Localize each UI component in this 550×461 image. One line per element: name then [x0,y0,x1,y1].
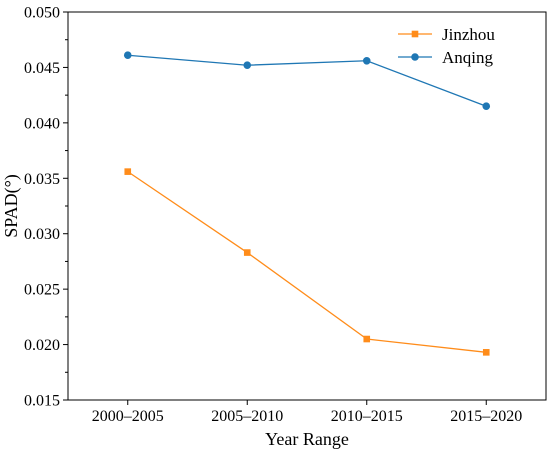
y-tick-label: 0.045 [24,60,60,77]
y-tick-label: 0.015 [24,393,60,410]
y-tick-label: 0.035 [24,171,60,188]
x-tick-label: 2005–2010 [211,408,283,425]
plot-frame [67,11,547,401]
x-axis-title: Year Range [265,429,349,449]
ticks: 0.015 0.020 0.025 0.030 0.035 0.040 0.045 0.050… [24,5,522,426]
data-point-anqing [362,56,371,65]
data-point-jinzhou [482,349,490,356]
data-point-jinzhou [124,168,132,175]
series-line-anqing [127,54,487,107]
data-point-anqing [123,51,132,60]
data-point-jinzhou [363,335,371,343]
legend: Jinzhou Anqing [398,25,495,67]
legend-marker-anqing [411,53,419,61]
y-tick-label: 0.040 [24,115,60,132]
y-tick-label: 0.030 [24,226,60,243]
data-point-jinzhou [243,249,251,256]
legend-label-jinzhou: Jinzhou [442,25,495,44]
x-tick-label: 2000–2005 [92,408,164,425]
axes [67,11,547,401]
legend-item-jinzhou: Jinzhou [398,25,495,44]
data-point-anqing [482,102,491,111]
y-tick-label: 0.050 [24,5,60,22]
x-tick-label: 2010–2015 [331,408,403,425]
y-tick-label: 0.025 [24,282,60,299]
legend-item-anqing: Anqing [398,48,494,67]
x-tick-label: 2015–2020 [450,408,522,425]
y-axis-title: SPAD(°) [1,174,22,238]
data-point-anqing [243,61,252,70]
legend-marker-jinzhou [411,30,419,38]
legend-label-anqing: Anqing [442,48,494,67]
series [123,51,491,356]
y-tick-label: 0.020 [24,337,60,354]
series-line-jinzhou [127,171,487,353]
